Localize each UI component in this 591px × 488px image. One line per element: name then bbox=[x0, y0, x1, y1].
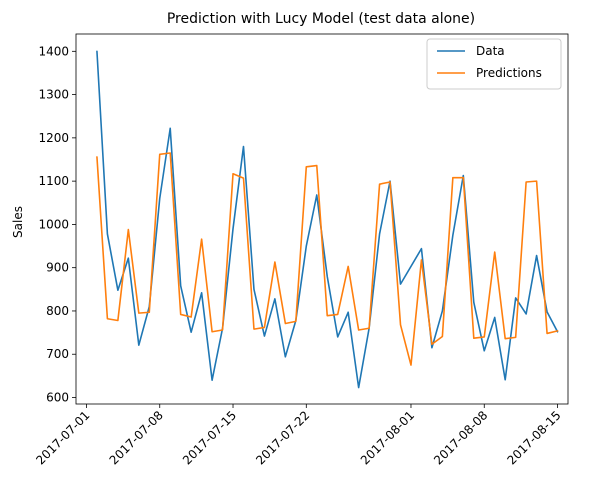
series-line-data bbox=[96, 50, 559, 389]
y-tick-label: 1300 bbox=[38, 88, 69, 102]
y-tick-label: 1400 bbox=[38, 44, 69, 58]
plot-frame bbox=[75, 33, 569, 405]
x-tick-label: 2017-08-08 bbox=[431, 408, 490, 467]
y-axis-label: Sales bbox=[11, 206, 25, 238]
y-tick-label: 600 bbox=[46, 391, 69, 405]
y-tick-label: 700 bbox=[46, 347, 69, 361]
plot-series bbox=[96, 50, 559, 389]
legend: Data Predictions bbox=[426, 38, 562, 90]
x-tick-label: 2017-08-01 bbox=[358, 408, 417, 467]
y-tick-label: 1200 bbox=[38, 131, 69, 145]
legend-label: Data bbox=[476, 44, 505, 58]
y-tick-label: 1000 bbox=[38, 217, 69, 231]
x-tick-label: 2017-07-01 bbox=[33, 408, 92, 467]
chart-title: Prediction with Lucy Model (test data al… bbox=[167, 11, 475, 27]
legend-label: Predictions bbox=[476, 66, 542, 80]
x-tick-label: 2017-07-15 bbox=[180, 408, 239, 467]
y-tick-label: 900 bbox=[46, 261, 69, 275]
y-tick-label: 1100 bbox=[38, 174, 69, 188]
x-tick-label: 2017-07-22 bbox=[253, 408, 312, 467]
x-tick-label: 2017-08-15 bbox=[504, 408, 563, 467]
y-tick-label: 800 bbox=[46, 304, 69, 318]
x-tick-label: 2017-07-08 bbox=[107, 408, 166, 467]
series-line-predictions bbox=[96, 152, 559, 366]
